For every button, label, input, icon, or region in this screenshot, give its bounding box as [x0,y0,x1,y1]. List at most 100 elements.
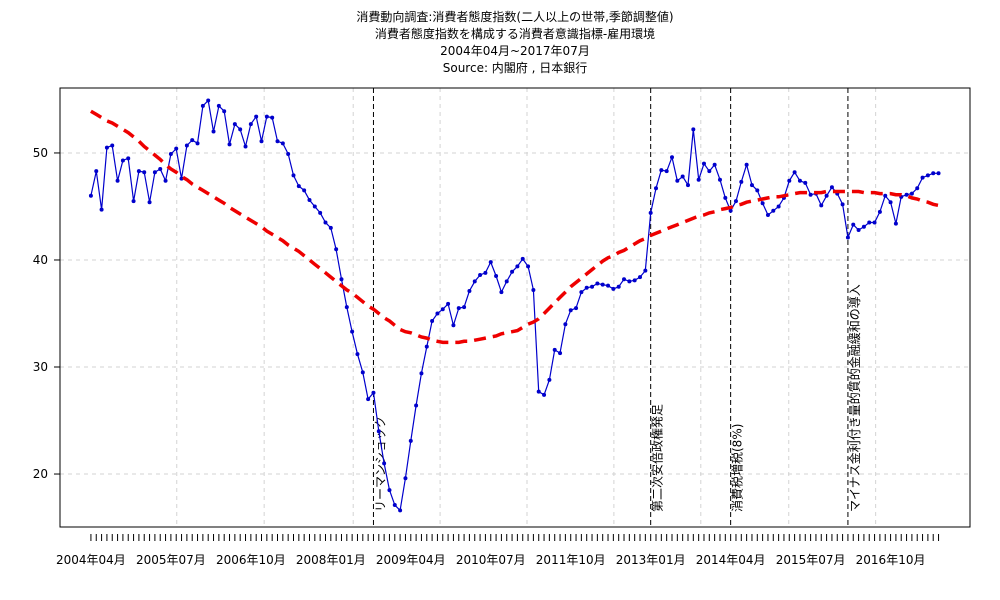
x-tick-label: 2011年10月 [536,553,606,567]
annotation-label: マイナス金利付き量的質的金融緩和の導入 [847,284,862,512]
data-point [526,264,531,269]
data-point [382,461,387,466]
data-point [712,162,717,167]
data-point [392,503,397,508]
data-point [494,274,499,279]
data-point [88,193,93,198]
chart-subtitle: 消費者態度指数を構成する消費者意識指標-雇用環境 [375,26,655,41]
data-point [440,307,445,312]
data-point [579,290,584,295]
data-point [675,178,680,183]
data-point [563,322,568,327]
chart-subtitle: 2004年04月~2017年07月 [440,44,590,58]
data-point [398,508,403,513]
data-point [909,191,914,196]
data-point [584,285,589,290]
data-point [232,122,237,127]
data-point [195,141,200,146]
data-point [467,289,472,294]
x-tick-label: 2016年10月 [856,553,926,567]
data-point [787,178,792,183]
data-point [638,275,643,280]
data-point [728,208,733,213]
data-point [733,199,738,204]
data-point [648,210,653,215]
data-point [739,179,744,184]
data-point [360,370,365,375]
data-point [771,208,776,213]
data-point [206,98,211,103]
data-point [339,277,344,282]
data-point [248,122,253,127]
data-point [350,329,355,334]
data-point [211,129,216,134]
data-point [574,306,579,311]
x-tick-label: 2010年07月 [456,553,526,567]
data-point [701,161,706,166]
data-point [558,351,563,356]
data-point [749,183,754,188]
data-point [366,397,371,402]
data-point [691,127,696,132]
data-point [643,268,648,273]
data-point [286,152,291,157]
data-line [90,99,939,512]
data-point [99,207,104,212]
data-point [419,371,424,376]
data-point [552,347,557,352]
data-point [424,344,429,349]
chart-source: Source: 内閣府 , 日本銀行 [443,60,588,75]
data-point [851,222,856,227]
trend-line [90,109,939,345]
data-point [446,301,451,306]
data-point [664,169,669,174]
data-point [797,178,802,183]
data-point [259,139,264,144]
data-point [478,272,483,277]
data-point [200,103,205,108]
data-point [654,186,659,191]
data-point [824,193,829,198]
data-point [142,170,147,175]
data-point [595,281,600,286]
data-point [744,162,749,167]
data-point [622,277,627,282]
data-point [243,144,248,149]
data-point [669,155,674,160]
annotation-label: リーマンショック [373,416,387,512]
data-point [302,188,307,193]
data-point [606,283,611,288]
data-point [877,209,882,214]
data-point [131,199,136,204]
data-point [254,114,259,119]
data-point [600,282,605,287]
data-point [488,260,493,265]
x-tick-label: 2009年04月 [376,553,446,567]
x-tick-label: 2004年04月 [56,553,126,567]
data-point [861,224,866,229]
data-point [755,188,760,193]
data-point [136,169,141,174]
data-point [632,278,637,283]
data-point [803,180,808,185]
data-point [616,284,621,289]
data-point [472,279,477,284]
data-point [115,178,120,183]
data-point [158,167,163,172]
data-point [184,143,189,148]
data-point [920,175,925,180]
data-point [915,186,920,191]
data-point [110,143,115,148]
data-point [174,146,179,151]
data-point [104,145,109,150]
data-point [723,195,728,200]
data-point [776,204,781,209]
data-point [238,127,243,132]
data-point [925,173,930,178]
annotation-label: 消費税増税(8%) [730,424,745,512]
chart-title: 消費動向調査:消費者態度指数(二人以上の世帯,季節調整値) [356,9,673,24]
data-point [504,279,509,284]
data-point [883,193,888,198]
data-point [936,171,941,176]
